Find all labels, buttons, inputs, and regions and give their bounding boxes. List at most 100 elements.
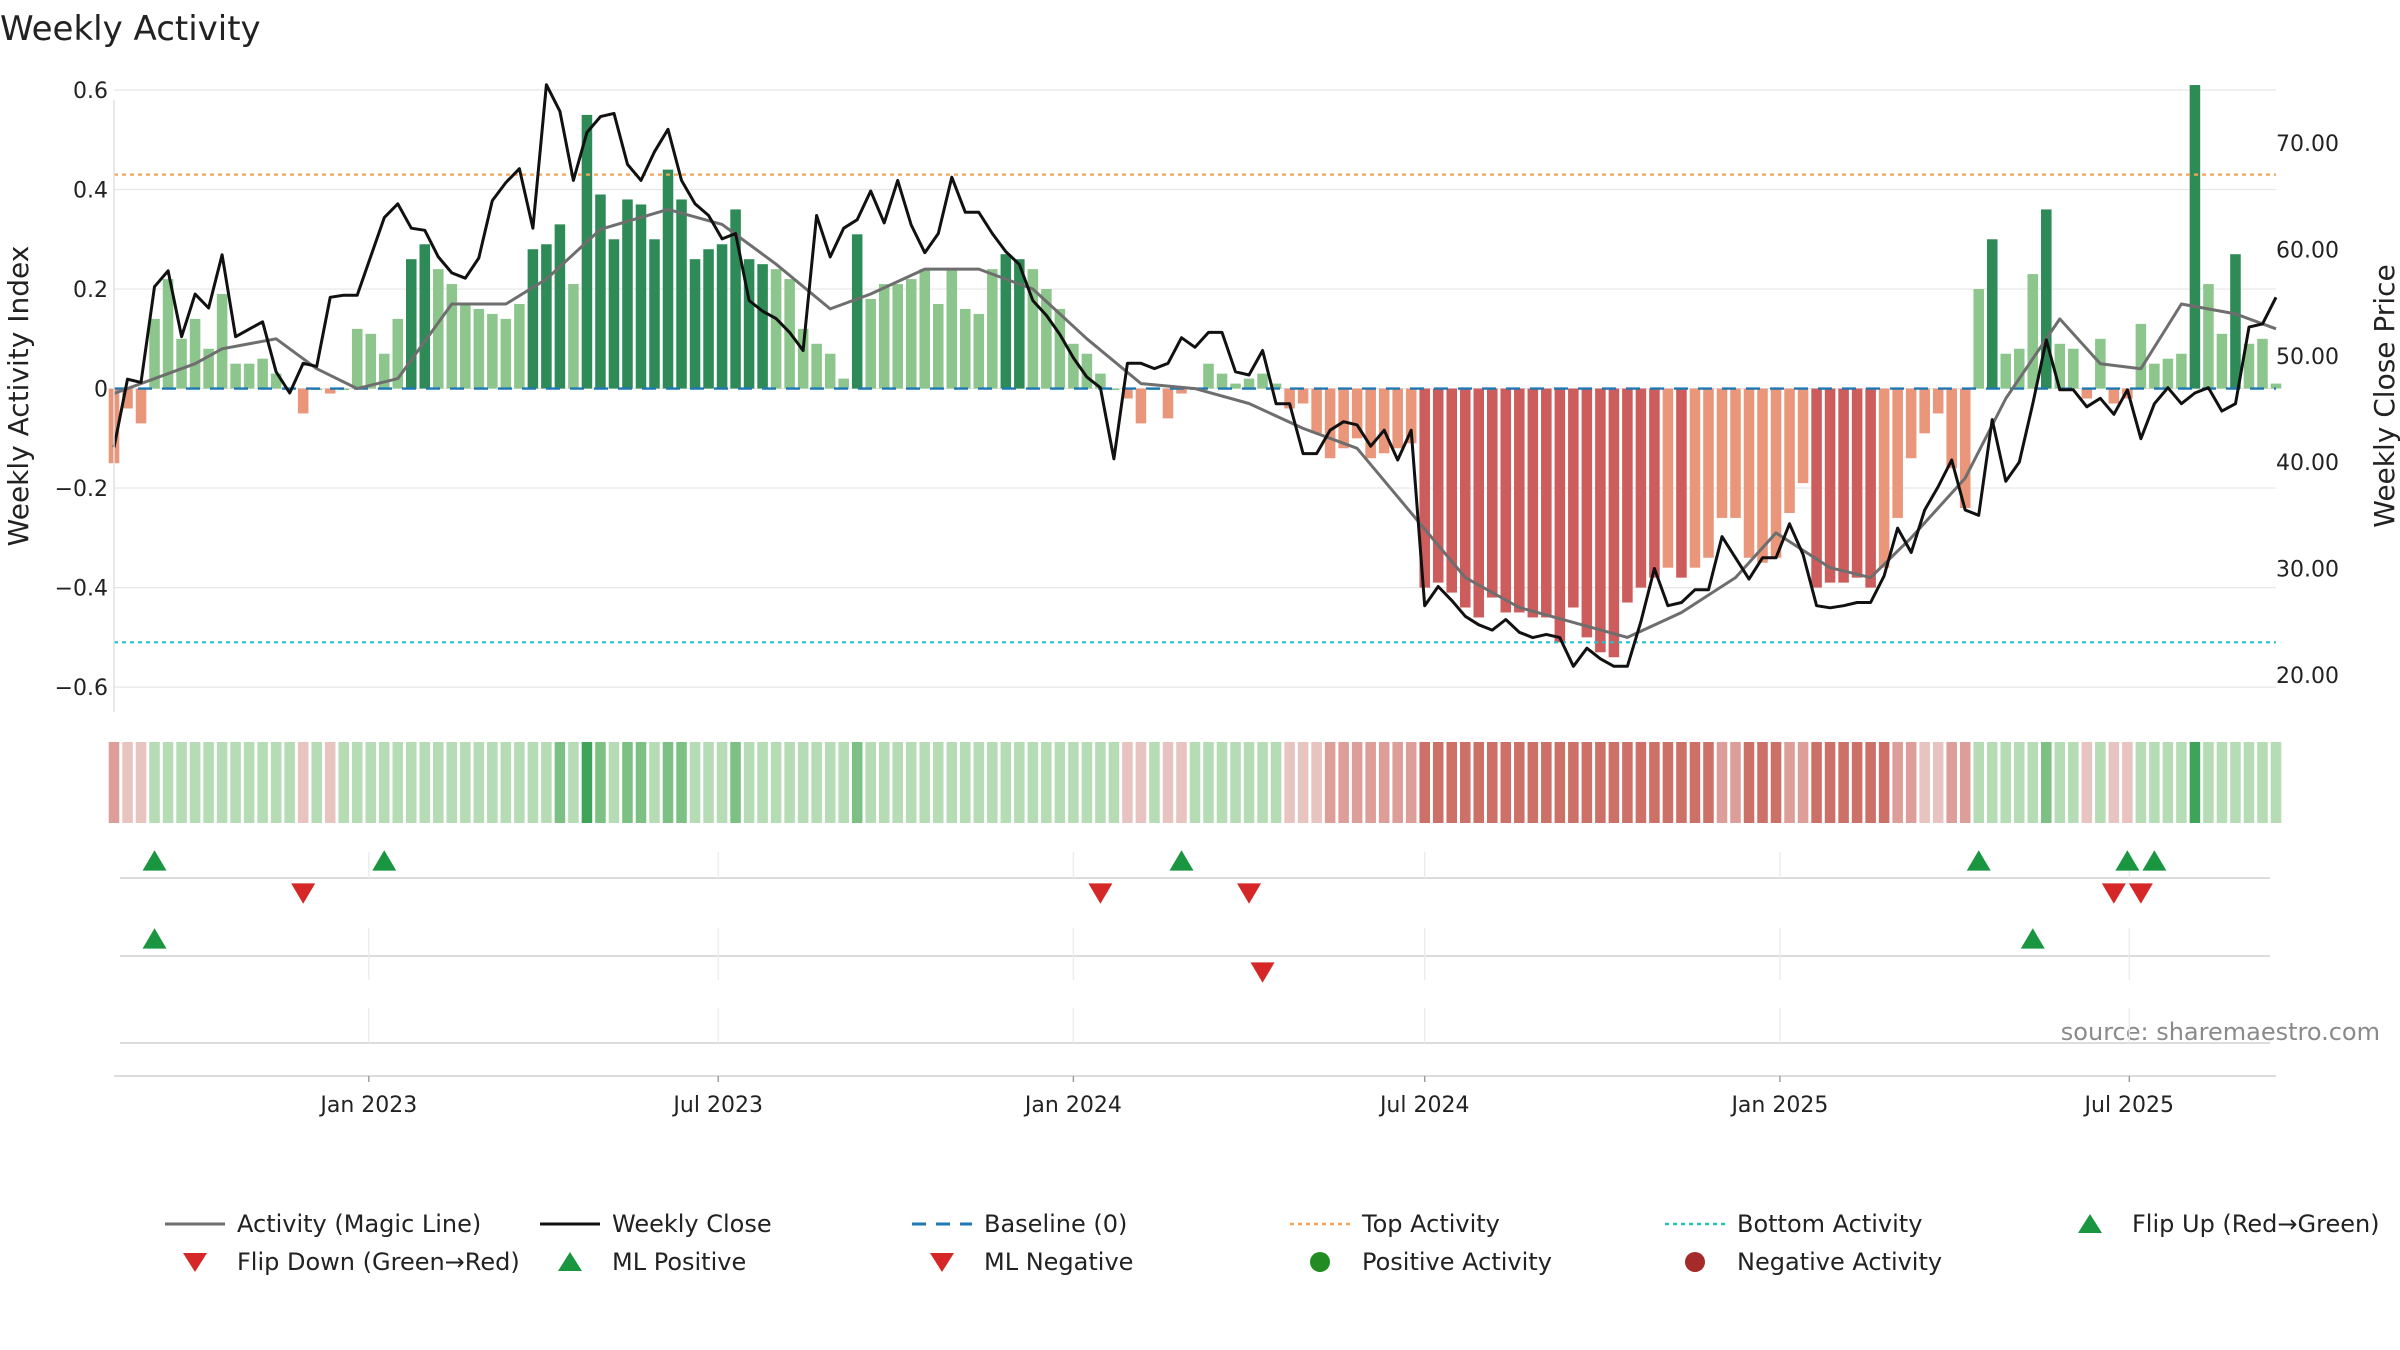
activity-bar [973,313,985,389]
heat-cell [1473,742,1485,823]
activity-bar [2081,388,2093,399]
heat-cell [1878,742,1890,823]
heat-cell [865,742,876,823]
activity-bar [365,333,377,389]
heat-cell [2041,742,2052,823]
heat-cell [365,742,377,823]
activity-bar [2230,254,2241,389]
activity-bar [1662,388,1674,568]
heat-cell [1176,742,1187,823]
heat-cell [743,742,755,823]
activity-bar [1959,388,1971,508]
activity-bar [703,249,714,389]
heat-cell [1500,742,1512,823]
y2-tick-label: 20.00 [2276,664,2339,689]
heat-cell [1000,742,1012,823]
legend-label: Negative Activity [1737,1248,1942,1276]
legend-label: Baseline (0) [984,1210,1127,1238]
activity-bar [1581,388,1593,638]
heat-cell [1203,742,1214,823]
activity-bar [1473,388,1485,618]
activity-bar [216,294,228,389]
heat-cell [676,742,687,823]
activity-bar [932,303,944,389]
activity-bar [1919,388,1930,434]
heat-cell [203,742,214,823]
activity-bar [811,343,822,389]
legend-label: Flip Up (Red→Green) [2132,1210,2380,1238]
heat-cell [1081,742,1093,823]
marker-rows [120,850,2270,1044]
activity-bar [1649,388,1660,578]
activity-bar [1243,378,1255,389]
activity-bar [2108,388,2120,404]
heat-cell [1622,742,1633,823]
heat-cell [1635,742,1647,823]
x-tick-label: Jan 2024 [1023,1093,1122,1118]
activity-bar [892,284,903,389]
activity-bar [203,348,214,389]
activity-bar [527,249,539,389]
heat-cell [1405,742,1417,823]
heat-cell [1797,742,1809,823]
heat-cell [1527,742,1539,823]
heat-cell [406,742,417,823]
heat-cell [1730,742,1741,823]
activity-bar [1541,388,1552,618]
flip-up-marker [2115,850,2140,871]
y-axis-title: Weekly Activity Index [2,246,35,547]
heat-cell [1419,742,1430,823]
y-tick-label: 0.6 [73,79,108,104]
heat-cell [554,742,566,823]
activity-bar [149,318,160,389]
heat-cell [243,742,255,823]
activity-bar [865,298,876,389]
activity-bar [1784,388,1795,513]
activity-bar [176,338,187,389]
activity-bar [689,259,701,389]
heat-cell [1514,742,1525,823]
activity-bar [1135,388,1147,424]
heat-cell [1581,742,1593,823]
heat-cell [1338,742,1349,823]
heat-cell [1824,742,1836,823]
heat-cell [297,742,309,823]
activity-bar [1973,289,1984,389]
chart-title: Weekly Activity [0,9,261,49]
heat-cell [1946,742,1957,823]
heat-cell [311,742,322,823]
heat-cell [1851,742,1863,823]
activity-bar [1419,388,1430,588]
ml-negative-marker [1250,962,1275,983]
heat-cell [108,742,120,823]
activity-bar [662,169,674,389]
heat-cell [2203,742,2214,823]
heat-cell [689,742,701,823]
activity-bar [392,318,404,389]
activity-bar [487,313,498,389]
heat-cell [1189,742,1201,823]
heat-cell [1149,742,1160,823]
heat-cell [1838,742,1849,823]
heat-cell [1351,742,1363,823]
heat-cell [824,742,836,823]
activity-bar [2149,363,2160,389]
activity-bar [1203,363,1214,389]
legend-swatch [1310,1252,1330,1272]
heat-cell [1568,742,1579,823]
activity-bar [595,194,606,389]
activity-bar [2013,348,2025,389]
y-tick-label: −0.4 [55,577,108,602]
activity-bar [2027,274,2039,389]
heat-cell [324,742,336,823]
activity-bar [1122,388,1133,399]
flip-down-marker [1237,883,1262,904]
heat-cell [1919,742,1930,823]
activity-bar [1676,388,1687,578]
line-layer [112,83,2278,668]
heat-cell [1297,742,1309,823]
y2-tick-label: 40.00 [2276,451,2339,476]
activity-bar [2257,338,2268,389]
activity-bar [419,244,431,389]
